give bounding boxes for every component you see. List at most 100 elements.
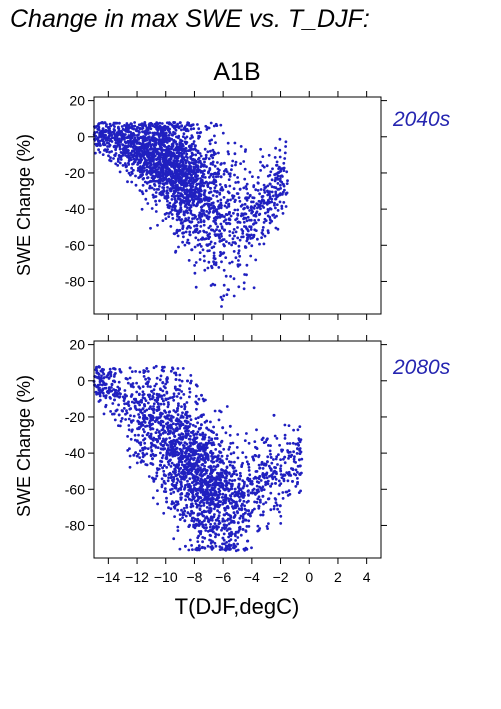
data-point [140, 398, 144, 402]
data-point [228, 463, 232, 467]
data-point [281, 190, 285, 194]
data-point [161, 135, 165, 139]
data-point [157, 178, 161, 182]
data-point [236, 236, 240, 240]
data-point [172, 490, 176, 494]
data-point [179, 206, 183, 209]
data-point [188, 395, 191, 399]
data-point [259, 160, 262, 164]
data-point [264, 211, 267, 215]
data-point [269, 469, 273, 472]
data-point [204, 433, 207, 437]
data-point [246, 229, 250, 233]
data-point [162, 186, 166, 190]
data-point [208, 472, 212, 476]
data-point [276, 507, 279, 511]
data-point [178, 175, 182, 179]
data-point [189, 190, 193, 193]
data-point [190, 450, 194, 454]
data-point [259, 479, 263, 482]
data-point [127, 141, 130, 145]
data-point [160, 477, 164, 481]
data-point [258, 242, 261, 246]
data-point [196, 536, 200, 540]
data-point [184, 424, 188, 428]
data-point [238, 471, 242, 475]
data-point [203, 472, 206, 476]
data-point [205, 419, 209, 423]
data-point [175, 395, 179, 398]
data-point [283, 151, 287, 155]
data-point [126, 148, 130, 152]
data-point [179, 488, 183, 491]
data-point [244, 196, 248, 200]
data-point [268, 182, 272, 186]
data-point [285, 182, 289, 186]
data-point [205, 128, 209, 131]
data-point [218, 478, 221, 482]
data-point [123, 389, 127, 392]
data-point [212, 260, 216, 264]
data-point [194, 417, 198, 420]
data-point [138, 127, 142, 131]
data-point [207, 260, 211, 264]
data-point [194, 236, 198, 240]
data-point [213, 257, 217, 261]
data-point [182, 163, 185, 166]
data-point [160, 122, 164, 125]
data-point [247, 241, 251, 245]
data-point [102, 368, 105, 371]
data-point [222, 172, 226, 176]
data-point [160, 428, 164, 432]
data-point [204, 523, 208, 527]
data-point [103, 136, 107, 140]
data-point [166, 203, 170, 207]
data-point [145, 143, 149, 147]
data-point [102, 376, 106, 379]
data-point [233, 152, 237, 156]
data-point [101, 387, 105, 391]
data-point [240, 463, 244, 467]
data-point [232, 451, 236, 455]
data-point [210, 228, 214, 232]
data-point [191, 180, 195, 184]
data-point [243, 439, 247, 442]
data-point [212, 465, 216, 468]
data-point [185, 135, 189, 139]
data-point [226, 505, 230, 508]
data-point [211, 546, 215, 550]
data-point [132, 132, 136, 136]
data-point [143, 156, 146, 160]
data-point [279, 179, 282, 183]
data-point [150, 154, 153, 158]
data-point [95, 144, 99, 148]
data-point [257, 213, 261, 217]
data-point [182, 174, 186, 178]
data-point [278, 510, 281, 514]
data-point [237, 259, 240, 262]
data-point [146, 385, 150, 388]
data-point [209, 121, 213, 125]
data-point [230, 502, 234, 505]
data-point [285, 471, 289, 475]
data-point [275, 437, 279, 440]
data-point [140, 158, 144, 162]
data-point [185, 465, 189, 469]
data-point [98, 142, 101, 146]
data-point [135, 140, 139, 144]
data-point [156, 502, 160, 506]
data-point [202, 254, 206, 258]
data-point [175, 231, 179, 235]
data-point [165, 146, 169, 149]
data-point [141, 393, 145, 397]
data-point [127, 447, 131, 451]
data-point [224, 526, 228, 530]
data-point [149, 423, 152, 426]
data-point [219, 232, 223, 236]
data-point [196, 513, 200, 517]
data-point [246, 476, 250, 480]
data-point [193, 190, 197, 194]
data-point [170, 198, 174, 201]
data-point [153, 384, 157, 388]
data-point [175, 135, 178, 139]
